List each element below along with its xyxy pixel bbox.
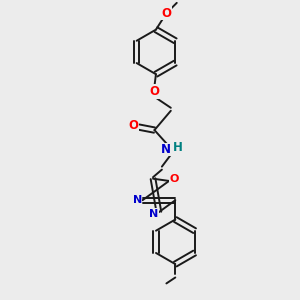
Text: O: O bbox=[149, 85, 160, 98]
Text: O: O bbox=[128, 119, 138, 132]
Text: N: N bbox=[133, 195, 142, 205]
Text: H: H bbox=[172, 141, 182, 154]
Text: O: O bbox=[170, 174, 179, 184]
Text: N: N bbox=[161, 143, 171, 156]
Text: N: N bbox=[149, 208, 158, 219]
Text: O: O bbox=[161, 7, 171, 20]
